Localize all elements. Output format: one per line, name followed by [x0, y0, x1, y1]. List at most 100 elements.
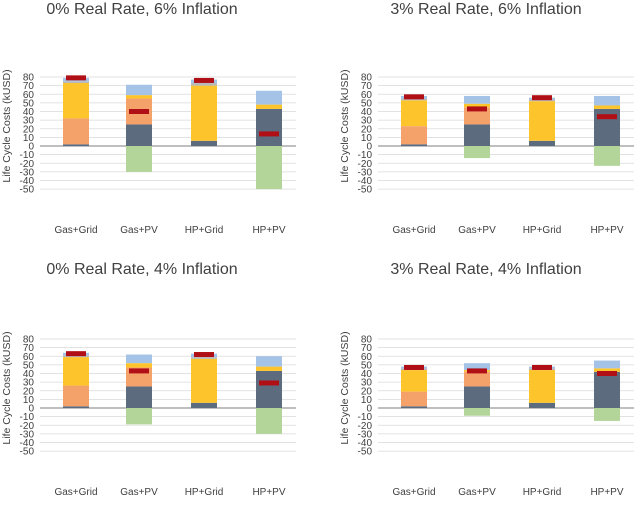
y-tick-label: -10	[358, 150, 373, 161]
y-tick-label: -50	[20, 447, 35, 458]
bar-segment-gray	[191, 83, 217, 86]
net-cost-marker	[404, 94, 424, 100]
y-tick-label: 30	[361, 116, 373, 127]
bar-segment-gray	[529, 99, 555, 102]
bar-segment-slate	[529, 402, 555, 408]
bar-segment-yellow	[464, 103, 490, 108]
bar-segment-yellow	[529, 101, 555, 141]
net-cost-marker	[66, 75, 86, 81]
bar-segment-gray	[63, 355, 89, 358]
net-cost-marker	[597, 371, 617, 376]
y-tick-label: -40	[20, 176, 35, 187]
bar-segment-slate	[63, 144, 89, 146]
bar-segment-negative-green	[594, 146, 620, 166]
bar-segment-yellow	[401, 100, 427, 127]
bar-segment-slate	[401, 406, 427, 408]
bar-segment-slate	[191, 402, 217, 408]
bar-segment-yellow	[594, 105, 620, 109]
y-tick-label: -30	[20, 429, 35, 440]
y-tick-label: 30	[23, 116, 35, 127]
y-tick-label: 40	[361, 369, 373, 380]
y-tick-label: 40	[23, 369, 35, 380]
y-axis-label: Life Cycle Costs (kUSD)	[1, 331, 13, 444]
bar-segment-negative-green	[256, 146, 282, 190]
y-tick-label: -40	[20, 438, 35, 449]
bar-segment-lightblue	[464, 95, 490, 104]
bar-segment-orange	[63, 385, 89, 407]
bar-segment-lightblue	[126, 84, 152, 96]
chart-panel-4: 3% Real Rate, 4% Inflation Life Cycle Cos…	[339, 261, 634, 498]
net-cost-marker	[532, 95, 552, 101]
y-tick-label: 80	[361, 335, 373, 346]
x-category-label: HP+Grid	[523, 487, 562, 498]
net-cost-marker	[259, 131, 279, 137]
bar-segment-negative-green	[256, 408, 282, 434]
net-cost-marker	[129, 368, 149, 374]
bar-segment-slate	[126, 386, 152, 408]
y-tick-label: -20	[20, 421, 35, 432]
chart-panel-1: 0% Real Rate, 6% Inflation Life Cycle Cos…	[1, 1, 296, 236]
bar-segment-yellow	[126, 95, 152, 99]
y-tick-label: -20	[358, 159, 373, 170]
net-cost-marker	[259, 380, 279, 386]
y-tick-label: 20	[23, 124, 35, 135]
bar-segment-slate	[401, 144, 427, 146]
chart-panel-2: 3% Real Rate, 6% Inflation Life Cycle Cos…	[339, 1, 634, 236]
y-tick-label: -20	[20, 159, 35, 170]
net-cost-marker	[404, 364, 424, 370]
y-tick-label: -10	[358, 412, 373, 423]
bar-segment-negative-green	[126, 146, 152, 172]
bar-segment-lightblue	[126, 354, 152, 364]
y-tick-label: 70	[23, 343, 35, 354]
bar-segment-yellow	[191, 358, 217, 403]
bar-segment-orange	[401, 126, 427, 145]
y-tick-label: 50	[23, 98, 35, 109]
bar-segment-gray	[401, 98, 427, 101]
net-cost-marker	[194, 77, 214, 83]
bar-segment-yellow	[191, 85, 217, 141]
bar-segment-lightblue	[256, 356, 282, 367]
net-cost-marker	[194, 352, 214, 358]
net-cost-marker	[66, 351, 86, 357]
bar-segment-yellow	[401, 370, 427, 392]
y-tick-label: -20	[358, 421, 373, 432]
y-tick-label: -30	[20, 167, 35, 178]
net-cost-marker	[597, 114, 617, 120]
y-tick-label: 50	[361, 98, 373, 109]
bar-segment-slate	[191, 140, 217, 146]
y-axis-label: Life Cycle Costs (kUSD)	[339, 331, 351, 444]
y-tick-label: 70	[361, 81, 373, 92]
y-tick-label: 80	[23, 73, 35, 84]
y-tick-label: -10	[20, 150, 35, 161]
bar-segment-yellow	[63, 357, 89, 386]
bar-segment-slate	[126, 124, 152, 146]
y-tick-label: 60	[361, 90, 373, 101]
net-cost-marker	[467, 368, 487, 374]
bar-segment-orange	[401, 391, 427, 407]
bar-segment-slate	[256, 108, 282, 146]
y-tick-label: 50	[361, 360, 373, 371]
y-tick-label: 10	[361, 395, 373, 406]
x-category-label: Gas+Grid	[54, 487, 97, 498]
x-category-label: Gas+PV	[458, 225, 496, 236]
bar-segment-negative-green	[126, 408, 152, 425]
chart-title: 3% Real Rate, 4% Inflation	[390, 261, 581, 278]
y-tick-label: -30	[358, 429, 373, 440]
bar-segment-gray	[63, 81, 89, 84]
bar-segment-yellow	[529, 370, 555, 403]
x-category-label: Gas+PV	[120, 225, 158, 236]
y-tick-label: 60	[23, 90, 35, 101]
x-category-label: HP+PV	[590, 225, 623, 236]
y-tick-label: 70	[361, 343, 373, 354]
bar-segment-yellow	[256, 104, 282, 109]
chart-title: 3% Real Rate, 6% Inflation	[390, 1, 581, 18]
y-tick-label: 10	[23, 133, 35, 144]
bar-segment-orange	[464, 371, 490, 387]
x-category-label: HP+PV	[590, 487, 623, 498]
bar-segment-slate	[464, 386, 490, 408]
y-tick-label: 30	[23, 378, 35, 389]
bar-segment-negative-green	[464, 408, 490, 416]
y-tick-label: 80	[23, 335, 35, 346]
y-tick-label: 30	[361, 378, 373, 389]
